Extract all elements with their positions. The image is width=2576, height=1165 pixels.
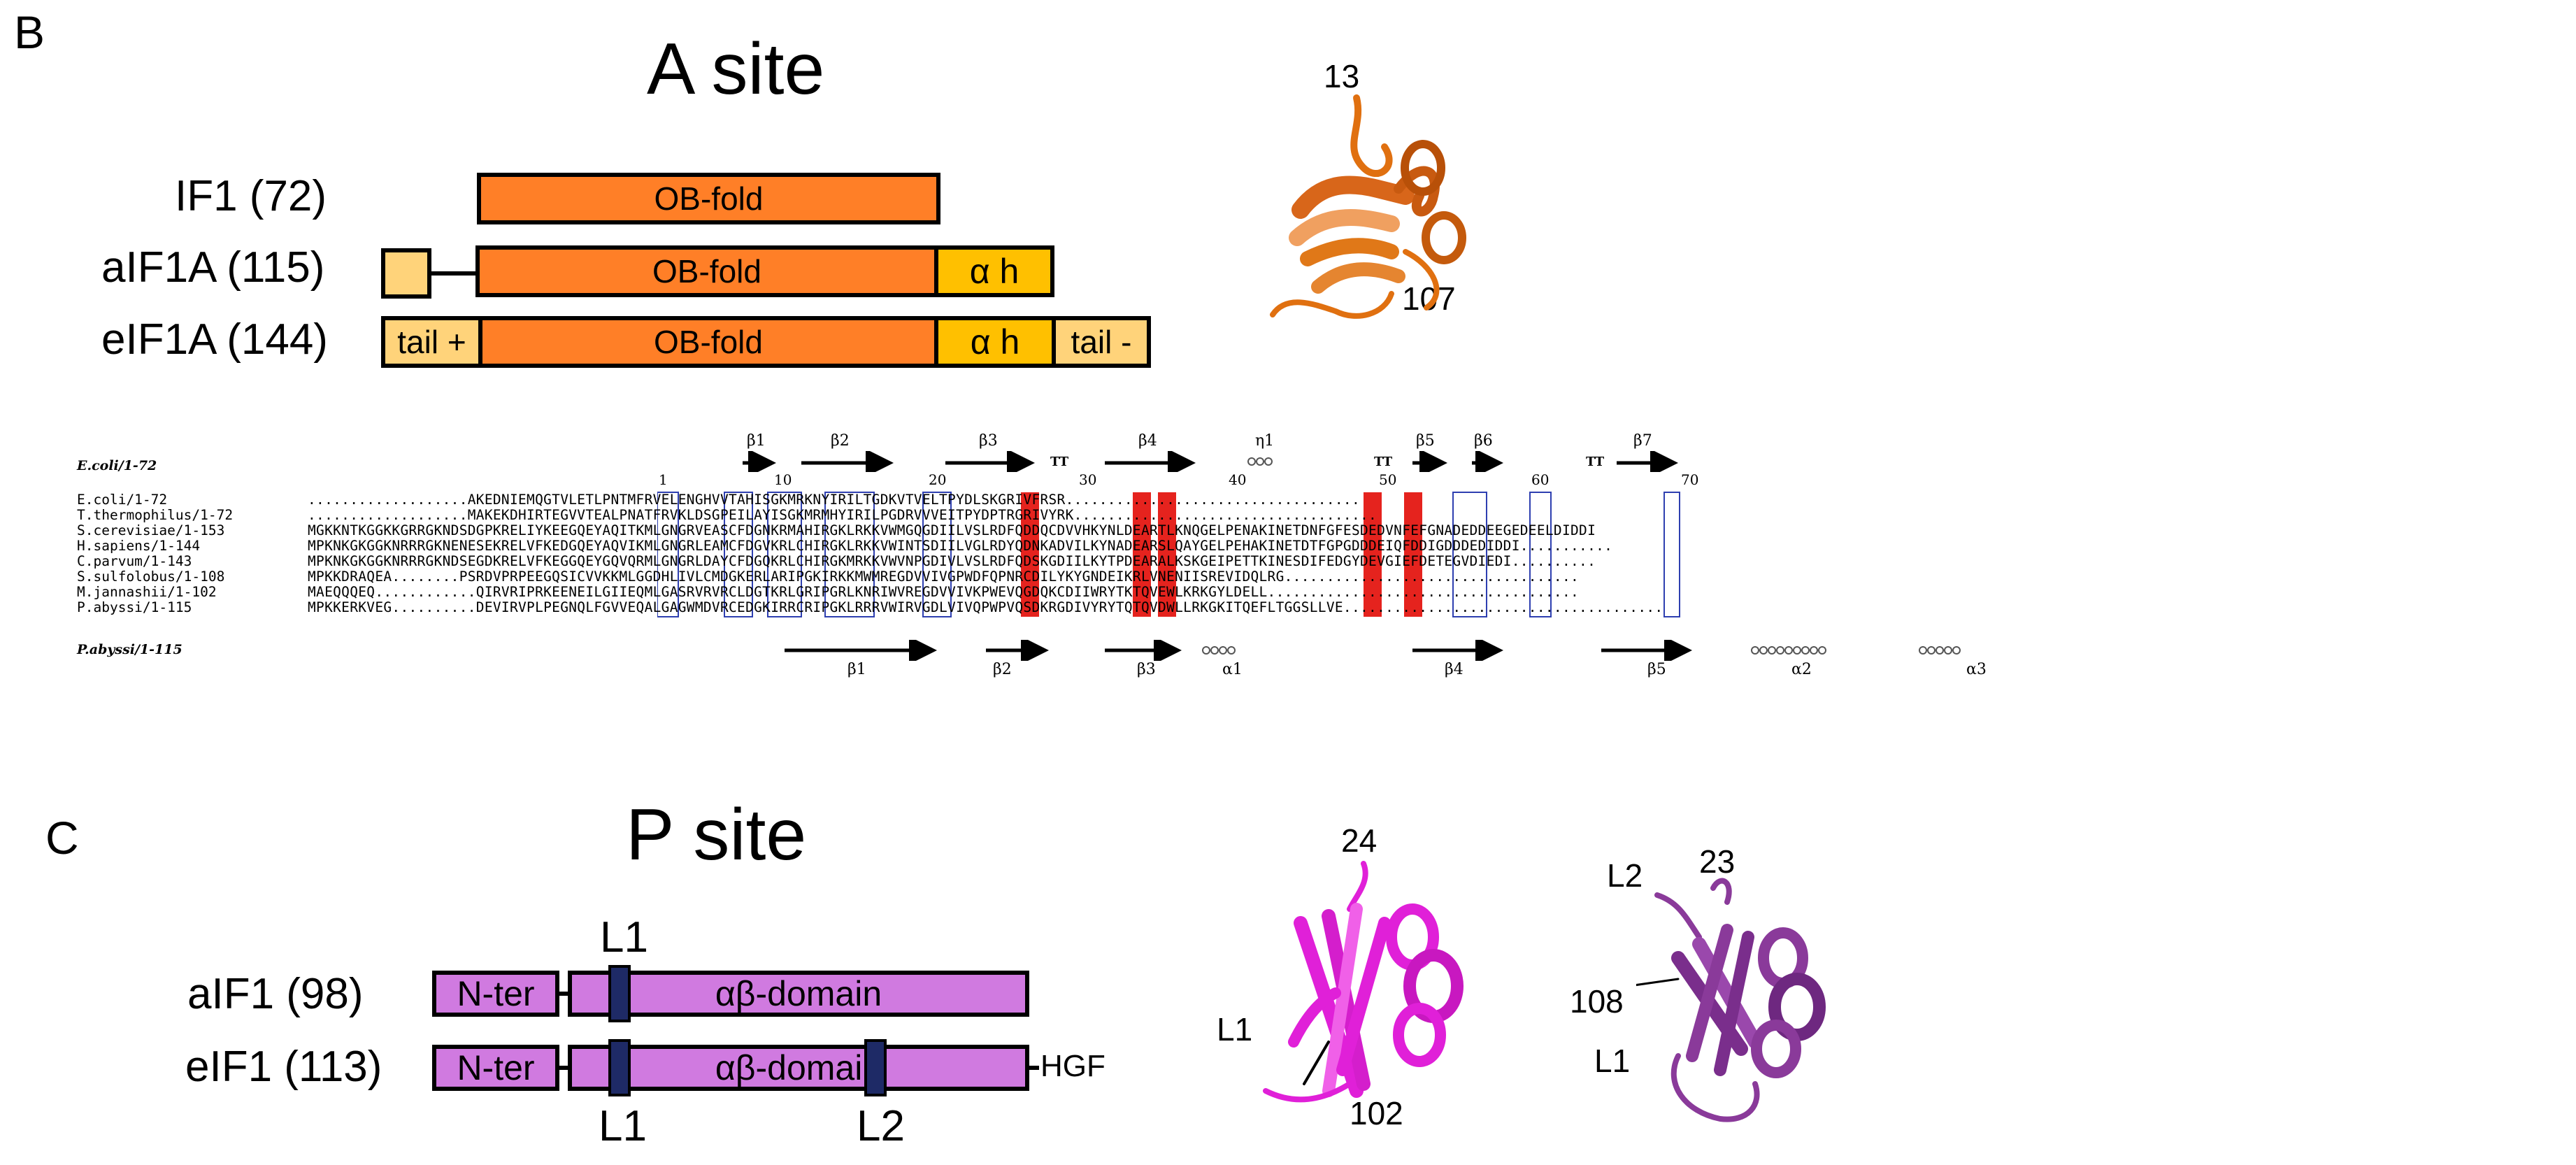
aif1a-label: aIF1A (115) [101,243,325,292]
eif1-structure-l2-label: L2 [1607,857,1643,894]
if1-structure-c-label: 107 [1402,280,1456,317]
a-site-title: A site [647,29,825,110]
alignment-bottom-name: P.abyssi/1-115 [77,642,183,657]
eif1-loop-l2 [864,1039,887,1096]
sequence-row-1: ...................MAKEKDHIRTEGVVTEALPNA… [308,507,1378,523]
ss-label-a1-bottom: α1 [1222,661,1243,678]
ss-label-b5-top: β5 [1416,432,1435,450]
seq-name-0: E.coli/1-72 [77,492,168,508]
eif1a-alpha-helix: α h [934,316,1056,368]
seq-name-5: S.sulfolobus/1-108 [77,569,225,585]
eif1-alpha-beta-domain: αβ-domain [568,1045,1029,1091]
ruler-60: 60 [1531,471,1550,488]
seq-name-6: M.jannashii/1-102 [77,584,217,600]
ruler-70: 70 [1681,471,1699,488]
ruler-40: 40 [1229,471,1247,488]
eif1-loop-l1 [608,1039,631,1096]
panel-letter-c: C [45,812,79,864]
ss-label-b3-bottom: β3 [1137,661,1156,678]
aif1-alpha-beta-domain: αβ-domain [568,971,1029,1017]
seq-name-3: H.sapiens/1-144 [77,538,201,554]
eif1a-tail-negative: tail - [1052,316,1151,368]
seq-name-1: T.thermophilus/1-72 [77,507,234,523]
ss-label-b4-top: β4 [1138,432,1157,450]
ss-label-tt1-top: TT [1050,455,1069,469]
l2-bottom-label: L2 [857,1102,905,1150]
ss-label-tt3-top: TT [1586,455,1605,469]
if1-structure-image [1270,94,1466,319]
eif1-structure-image [1636,878,1826,1122]
eif1-structure-c-label: 108 [1570,983,1624,1020]
l1-bottom-label: L1 [599,1102,647,1150]
seq-name-2: S.cerevisiae/1-153 [77,522,225,538]
l1-top-label: L1 [600,913,648,962]
sequence-row-2: MGKKNTKGGKKGRRGKNDSDGPKRELIYKEEGQEYAQITK… [308,522,1596,538]
sequence-row-0: ...................AKEDNIEMQGTVLETLPNTMF… [308,492,1360,508]
aif1-linker [559,992,569,996]
ss-label-a3-bottom: α3 [1966,661,1987,678]
eif1-label: eIF1 (113) [185,1043,382,1091]
sequence-row-5: MPKKDRAQEA........PSRDVPRPEEGQSICVVKKMLG… [308,569,1580,585]
ss-label-b7-top: β7 [1633,432,1652,450]
aif1-loop-l1 [608,965,631,1022]
ss-label-b3-top: β3 [979,432,998,450]
aif1-structure-l1-label: L1 [1217,1011,1253,1048]
ss-label-b1-top: β1 [747,432,766,450]
eif1a-ob-fold: OB-fold [478,316,938,368]
eif1-n-ter: N-ter [432,1045,559,1091]
aif1-n-ter: N-ter [432,971,559,1017]
eif1a-label: eIF1A (144) [101,315,328,364]
aif1a-n-domain [381,248,431,299]
ss-label-tt2-top: TT [1374,455,1393,469]
if1-structure-n-label: 13 [1324,58,1360,94]
sequence-row-3: MPKNKGKGGKNRRRGKNENESEKRELVFKEDGQEYAQVIK… [308,538,1613,554]
ruler-1: 1 [659,471,668,488]
sequence-row-4: MPKNKGKGGKNRRRGKNDSEGDKRELVFKEGGQEYGQVQR… [308,553,1596,569]
if1-ob-fold: OB-fold [477,173,940,224]
sequence-row-6: MAEQQQEQ............QIRVRIPRKEENEILGIIEQ… [308,584,1580,600]
ss-label-b4-bottom: β4 [1445,661,1464,678]
eif1-tail-line [1029,1066,1039,1070]
seq-name-7: P.abyssi/1-115 [77,599,192,615]
eif1-hgf-tail: HGF [1040,1049,1105,1083]
ruler-10: 10 [774,471,792,488]
eif1-structure-n-label: 23 [1699,843,1736,880]
sequence-row-7: MPKKERKVEG..........DEVIRVPLPEGNQLFGVVEQ… [308,599,1663,615]
ss-label-b2-top: β2 [831,432,850,450]
eif1-structure-l1-label: L1 [1594,1043,1631,1079]
aif1a-ob-fold: OB-fold [475,245,938,297]
ss-label-b2-bottom: β2 [993,661,1012,678]
aif1-structure-image [1263,861,1464,1103]
aif1a-alpha-helix: α h [934,245,1054,297]
aif1-structure-c-label: 102 [1350,1095,1403,1131]
bottom-secondary-structure [785,640,1961,661]
seq-name-4: C.parvum/1-143 [77,553,192,569]
eif1-linker [559,1066,569,1070]
top-secondary-structure [743,451,1678,472]
aif1-structure-n-label: 24 [1341,822,1378,859]
ss-label-b1-bottom: β1 [847,661,866,678]
ruler-20: 20 [929,471,947,488]
ss-label-b6-top: β6 [1474,432,1493,450]
ss-label-b5-bottom: β5 [1647,661,1666,678]
ruler-50: 50 [1379,471,1397,488]
p-site-title: P site [626,794,807,875]
ss-label-a2-bottom: α2 [1791,661,1812,678]
alignment-conservation-boxes [657,492,1680,617]
if1-label: IF1 (72) [175,172,327,220]
aif1-label: aIF1 (98) [187,970,364,1018]
eif1a-tail-positive: tail + [381,316,482,368]
alignment-top-name: E.coli/1-72 [77,458,157,473]
panel-letter-b: B [14,6,45,58]
aif1a-linker [431,271,478,276]
ss-label-eta1-top: η1 [1255,432,1275,450]
ruler-30: 30 [1079,471,1097,488]
